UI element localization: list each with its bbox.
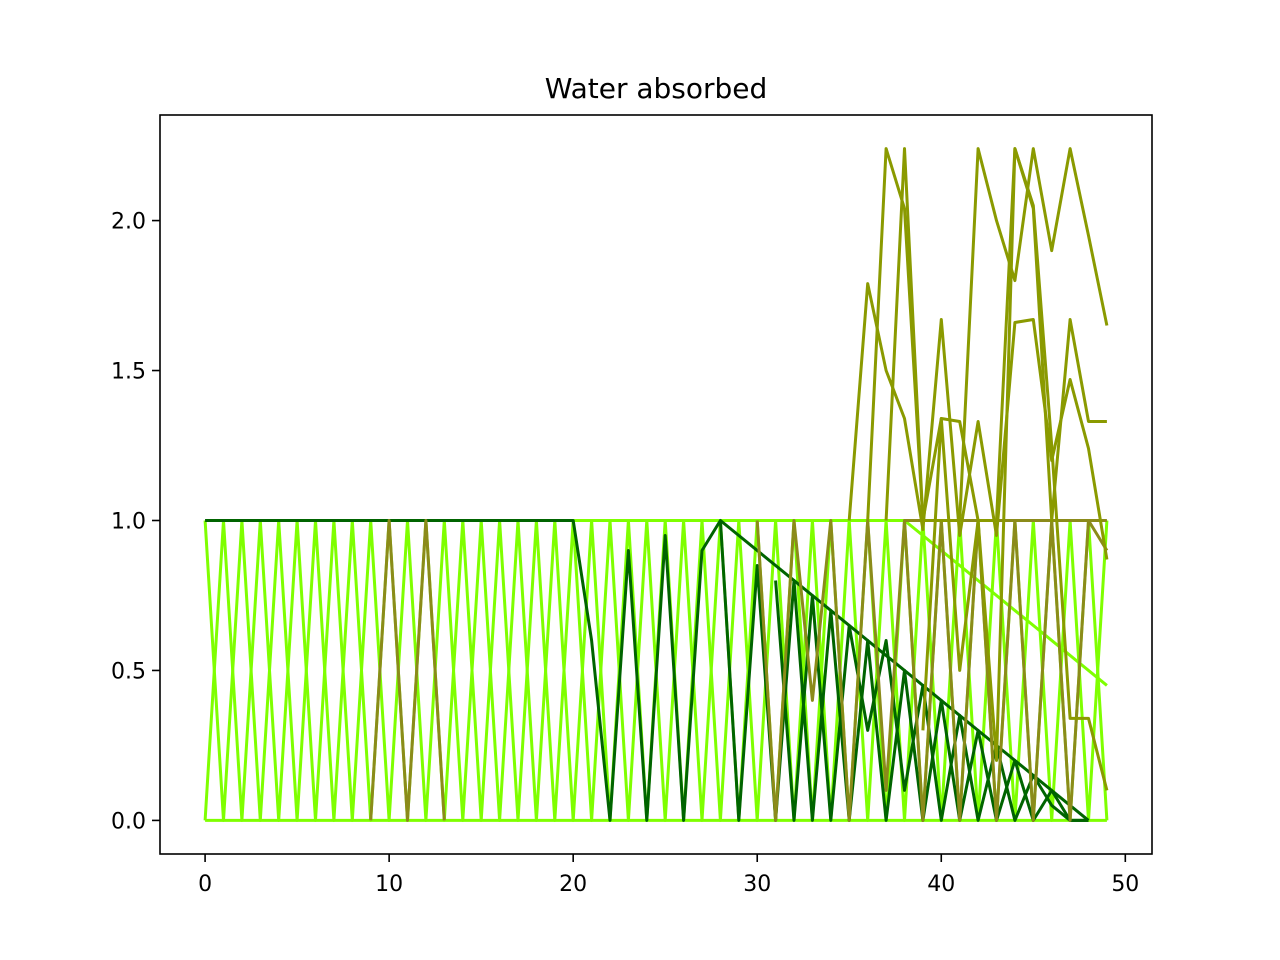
series-line-12 <box>884 147 1109 522</box>
series-line-11 <box>866 147 1107 522</box>
series-line-5 <box>719 519 1090 822</box>
x-axis: 0 10 20 30 40 50 <box>198 854 1139 897</box>
x-tick-label: 0 <box>198 872 212 897</box>
x-tick-label: 10 <box>375 872 403 897</box>
plot-frame <box>159 114 1153 855</box>
x-tick-label: 20 <box>559 872 587 897</box>
y-tick-label: 0.0 <box>111 809 146 834</box>
series-layer <box>203 147 1109 822</box>
x-tick-label: 50 <box>1111 872 1139 897</box>
series-line-8 <box>755 519 1109 822</box>
chart-title: Water absorbed <box>545 72 768 105</box>
x-tick-label: 40 <box>927 872 955 897</box>
y-tick-label: 1.0 <box>111 509 146 534</box>
y-tick-label: 1.5 <box>111 360 146 385</box>
x-tick-label: 30 <box>743 872 771 897</box>
y-axis: 0.0 0.5 1.0 1.5 2.0 <box>111 210 160 834</box>
series-line-7 <box>369 519 446 822</box>
y-tick-label: 0.5 <box>111 659 146 684</box>
series-line-13 <box>921 147 1109 791</box>
y-tick-label: 2.0 <box>111 210 146 235</box>
